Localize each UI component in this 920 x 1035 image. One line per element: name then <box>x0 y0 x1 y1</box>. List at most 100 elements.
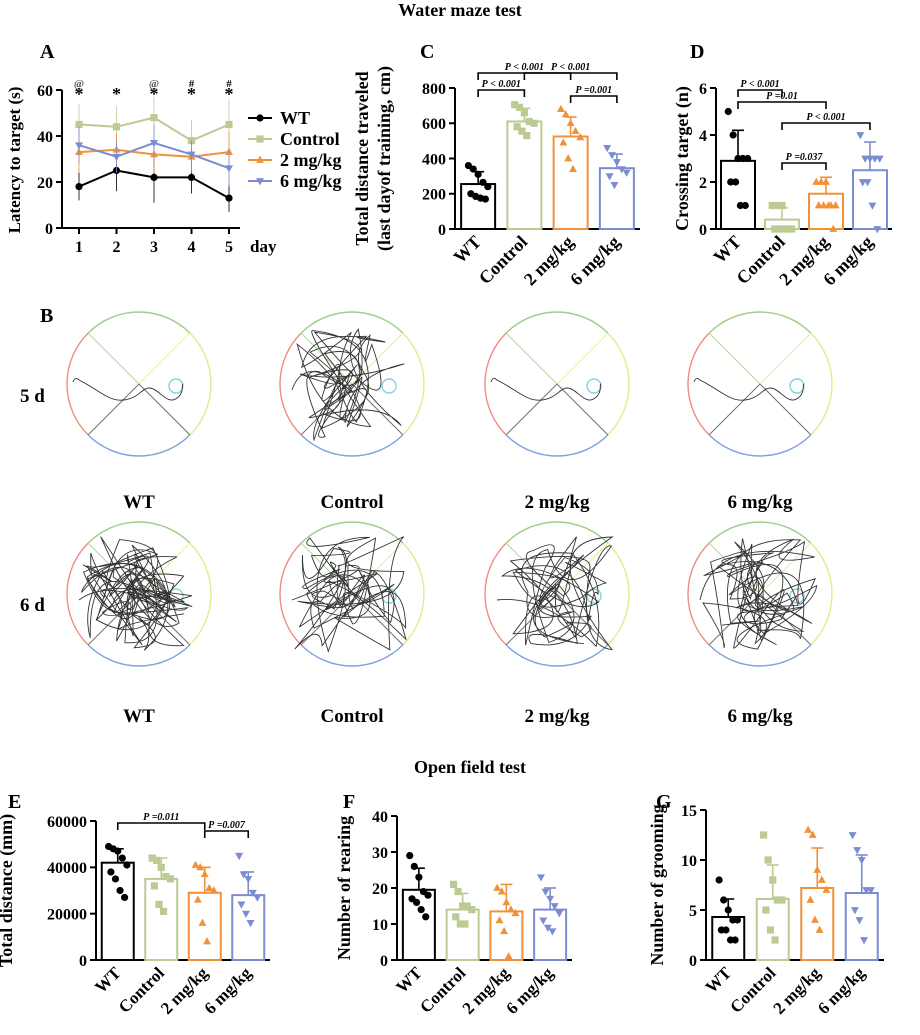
panel-g-point-1-4 <box>778 896 786 904</box>
panel-b-swim-tracks: 5 d 6 d WT Control 2 mg/kg 6 mg/kg WT Co… <box>20 311 833 727</box>
maze-arc-bottom <box>300 434 404 457</box>
panel-a-point-0-2 <box>150 173 158 181</box>
panel-g-point-1-6 <box>766 926 775 934</box>
panel-d-bracket-label-0: P < 0.001 <box>740 79 779 90</box>
panel-f-point-1-5 <box>452 913 460 921</box>
panel-a-point-3-4 <box>225 165 233 173</box>
panel-d-point-2-7 <box>824 201 833 209</box>
panel-d-y-axis-label: Crossing target (n) <box>672 86 693 231</box>
panel-e-bar-2 <box>187 891 222 961</box>
panel-e-point-2-2 <box>200 869 209 878</box>
panel-a-legend-marker-3 <box>256 178 264 186</box>
panel-e-point-0-6 <box>111 875 120 883</box>
panel-e-point-2-7 <box>203 937 211 945</box>
maze-platform <box>586 378 602 394</box>
panel-letter-f: F <box>343 791 355 813</box>
maze-arc-bottom <box>87 434 191 457</box>
panel-g-point-3-0 <box>848 832 857 840</box>
panel-c-y-axis-label-0: Total distance traveled <box>352 71 372 245</box>
swim-track-5d-3 <box>687 311 833 457</box>
panel-f-x-tick-label-3: 6 mg/kg <box>502 963 557 1018</box>
panel-c-point-0-8 <box>481 195 490 203</box>
maze-quadrant-lines <box>87 383 191 436</box>
panel-c-point-3-6 <box>610 182 619 190</box>
panel-c-y-tick-label-2: 400 <box>422 151 446 168</box>
panel-a-point-0-4 <box>225 194 233 202</box>
maze-arc-right <box>607 542 630 646</box>
panel-f-point-3-5 <box>539 917 548 925</box>
panel-e-point-2-3 <box>205 883 214 892</box>
panel-f-x-tick-label-0: WT <box>392 963 426 997</box>
panel-a-y-tick-label-3: 60 <box>37 83 53 100</box>
panel-a-point-3-3 <box>187 151 196 159</box>
panel-c-point-1-4 <box>530 119 538 127</box>
panel-f-bar-2 <box>489 910 524 962</box>
panel-a-point-1-0 <box>75 120 83 129</box>
panel-f-point-3-3 <box>550 903 559 911</box>
panel-e-point-0-3 <box>118 854 126 862</box>
panel-a-x-tick-label-0: 1 <box>75 239 83 256</box>
panel-d-y-tick-label-3: 6 <box>699 81 707 98</box>
track-row-label-5d: 5 d <box>20 386 45 407</box>
panel-f-y-tick-label-3: 30 <box>372 845 388 862</box>
panel-e-point-3-2 <box>244 876 253 884</box>
panel-g-point-1-7 <box>771 936 779 944</box>
panel-d-point-0-4 <box>744 154 752 163</box>
panel-e-x-tick-label-0: WT <box>91 963 125 997</box>
panel-e-bracket-1 <box>203 830 250 838</box>
panel-c-x-tick-label-0: WT <box>450 232 485 267</box>
maze-arc-bottom <box>708 644 812 667</box>
panel-e-point-1-7 <box>159 907 168 915</box>
panel-letter-e: E <box>8 791 21 813</box>
swim-path <box>699 538 818 650</box>
track-group-label-6mg-6d: 6 mg/kg <box>728 706 793 727</box>
panel-c-point-2-3 <box>571 126 580 135</box>
panel-g-y-tick-label-1: 5 <box>689 903 697 920</box>
panel-g-x-tick-label-3: 6 mg/kg <box>814 963 869 1018</box>
panel-c-bracket-0 <box>477 89 526 97</box>
maze-arc-top <box>505 521 609 544</box>
panel-e-point-3-1 <box>239 871 248 879</box>
panel-a-annotation-3-1: # <box>189 78 195 90</box>
panel-d-bracket-label-3: P =0.037 <box>786 152 824 163</box>
panel-letter-a: A <box>40 41 55 63</box>
panel-c-point-3-1 <box>608 152 616 160</box>
maze-arc-left <box>279 332 302 436</box>
maze-arc-right <box>189 542 212 646</box>
panel-g-x-tick-label-0: WT <box>702 963 736 997</box>
swim-track-6d-0 <box>66 521 212 667</box>
panel-d-bracket-0 <box>737 89 783 97</box>
panel-f-point-1-7 <box>461 920 469 928</box>
panel-g-point-3-4 <box>866 887 875 895</box>
maze-arc-bottom <box>505 434 609 457</box>
panel-a-point-1-2 <box>150 114 158 122</box>
panel-g-y-tick-label-2: 10 <box>681 853 697 870</box>
panel-c-bracket-label-3: P =0.001 <box>575 85 612 96</box>
panel-a-latency-chart: 0 20 40 60 1 2 3 4 5 day Latency to target (s) WTCo… <box>5 78 342 256</box>
panel-c-y-tick-label-3: 600 <box>422 116 446 133</box>
panel-f-point-2-0 <box>493 883 502 891</box>
panel-d-bracket-1 <box>737 101 827 109</box>
panel-f-point-2-6 <box>500 926 509 935</box>
maze-arc-left <box>484 332 507 436</box>
panel-g-y-tick-label-3: 15 <box>681 803 697 820</box>
panel-a-annotation-1-0: * <box>112 84 121 104</box>
panel-g-point-1-0 <box>760 831 768 839</box>
maze-arc-right <box>189 332 212 436</box>
panel-a-y-tick-label-2: 40 <box>37 129 53 146</box>
panel-d-point-3-6 <box>863 179 872 187</box>
panel-c-point-2-2 <box>566 118 575 127</box>
panel-d-point-3-0 <box>856 132 865 140</box>
panel-a-legend-label-2: 2 mg/kg <box>280 150 342 170</box>
open-field-title: Open field test <box>414 757 526 777</box>
maze-arc-top <box>505 311 609 334</box>
maze-arc-right <box>810 332 833 436</box>
panel-f-y-tick-label-0: 0 <box>380 953 388 970</box>
panel-f-x-tick-label-2: 2 mg/kg <box>459 963 514 1018</box>
panel-e-point-1-5 <box>150 882 158 890</box>
swim-path <box>291 328 405 442</box>
panel-d-point-0-0 <box>724 107 732 116</box>
panel-g-point-2-1 <box>808 830 817 838</box>
panel-c-y-tick-label-1: 200 <box>422 187 446 204</box>
maze-arc-left <box>66 332 89 436</box>
